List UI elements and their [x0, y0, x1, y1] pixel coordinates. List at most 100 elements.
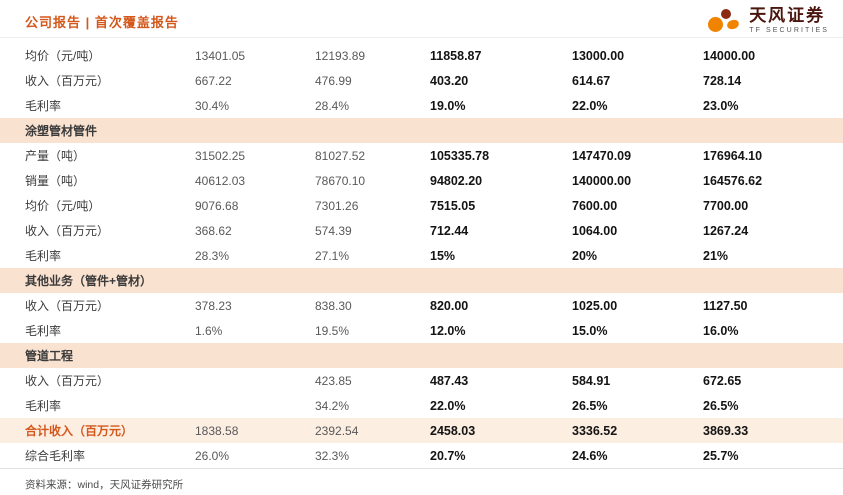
- forecast-value: 820.00: [430, 298, 469, 313]
- section-header-row: 其他业务（管件+管材）: [0, 268, 843, 293]
- row-label: 综合毛利率: [25, 449, 86, 463]
- forecast-value: 147470.09: [572, 148, 632, 163]
- forecast-value: 1025.00: [572, 298, 618, 313]
- forecast-value: 3336.52: [572, 423, 618, 438]
- source-note: 资料来源：wind，天风证券研究所: [25, 479, 184, 491]
- forecast-value: 614.67: [572, 73, 611, 88]
- tf-logo-icon: [706, 6, 742, 36]
- historical-value: 368.62: [195, 223, 232, 238]
- historical-value: 7301.26: [315, 198, 359, 213]
- forecast-value: 20.7%: [430, 448, 466, 463]
- historical-value: 78670.10: [315, 173, 366, 188]
- forecast-value: 26.5%: [703, 398, 739, 413]
- forecast-value: 403.20: [430, 73, 469, 88]
- forecast-value: 672.65: [703, 373, 742, 388]
- forecast-value: 487.43: [430, 373, 469, 388]
- row-label: 毛利率: [25, 324, 62, 338]
- forecast-value: 19.0%: [430, 98, 466, 113]
- historical-value: 26.0%: [195, 448, 230, 463]
- forecast-value: 15%: [430, 248, 456, 263]
- historical-value: 28.3%: [195, 248, 230, 263]
- row-label: 管道工程: [25, 349, 74, 363]
- logo-text: 天风证券 TF SECURITIES: [749, 7, 829, 34]
- forecast-value: 24.6%: [572, 448, 608, 463]
- row-label: 销量（吨）: [25, 174, 86, 188]
- historical-value: 13401.05: [195, 48, 246, 63]
- forecast-value: 25.7%: [703, 448, 739, 463]
- forecast-value: 1064.00: [572, 223, 618, 238]
- historical-value: 31502.25: [195, 148, 246, 163]
- report-type-breadcrumb: 公司报告 | 首次覆盖报告: [25, 15, 179, 30]
- historical-value: 27.1%: [315, 248, 350, 263]
- data-row: 综合毛利率 26.0% 32.3% 20.7% 24.6% 25.7%: [0, 443, 843, 468]
- forecast-value: 164576.62: [703, 173, 763, 188]
- historical-value: 1838.58: [195, 423, 239, 438]
- forecast-value: 105335.78: [430, 148, 490, 163]
- historical-value: 30.4%: [195, 98, 230, 113]
- row-label: 收入（百万元）: [25, 74, 110, 88]
- forecast-value: 22.0%: [430, 398, 466, 413]
- historical-value: 28.4%: [315, 98, 350, 113]
- forecast-value: 22.0%: [572, 98, 608, 113]
- data-row: 毛利率 34.2% 22.0% 26.5% 26.5%: [0, 393, 843, 418]
- historical-value: 81027.52: [315, 148, 366, 163]
- section-header-row: 管道工程: [0, 343, 843, 368]
- forecast-value: 16.0%: [703, 323, 739, 338]
- forecast-value: 728.14: [703, 73, 742, 88]
- historical-value: 574.39: [315, 223, 352, 238]
- historical-value: 40612.03: [195, 173, 246, 188]
- row-label: 收入（百万元）: [25, 224, 110, 238]
- row-label: 合计收入（百万元）: [25, 424, 134, 438]
- forecast-value: 15.0%: [572, 323, 608, 338]
- forecast-value: 7600.00: [572, 198, 618, 213]
- historical-value: 378.23: [195, 298, 232, 313]
- row-label: 涂塑管材管件: [25, 124, 98, 138]
- row-label: 收入（百万元）: [25, 299, 110, 313]
- historical-value: 476.99: [315, 73, 352, 88]
- forecast-value: 94802.20: [430, 173, 483, 188]
- row-label: 均价（元/吨）: [25, 49, 101, 63]
- historical-value: 19.5%: [315, 323, 350, 338]
- section-header-row: 涂塑管材管件: [0, 118, 843, 143]
- logo-dot-orange-large: [708, 17, 724, 32]
- forecast-value: 20%: [572, 248, 598, 263]
- row-label: 毛利率: [25, 399, 62, 413]
- report-header: 公司报告 | 首次覆盖报告 天风证券 TF SECURITIES: [0, 0, 843, 38]
- forecast-value: 21%: [703, 248, 729, 263]
- forecast-value: 12.0%: [430, 323, 466, 338]
- logo-name-en: TF SECURITIES: [749, 27, 829, 34]
- historical-value: 667.22: [195, 73, 232, 88]
- data-row: 毛利率 1.6% 19.5% 12.0% 15.0% 16.0%: [0, 318, 843, 343]
- historical-value: 32.3%: [315, 448, 350, 463]
- data-row: 毛利率 28.3% 27.1% 15% 20% 21%: [0, 243, 843, 268]
- historical-value: 9076.68: [195, 198, 239, 213]
- forecast-value: 14000.00: [703, 48, 756, 63]
- historical-value: 34.2%: [315, 398, 350, 413]
- data-row: 销量（吨） 40612.03 78670.10 94802.20 140000.00 16…: [0, 168, 843, 193]
- forecast-value: 23.0%: [703, 98, 739, 113]
- data-row: 均价（元/吨） 13401.05 12193.89 11858.87 13000.00 1…: [0, 43, 843, 68]
- row-label: 产量（吨）: [25, 149, 86, 163]
- historical-value: 1.6%: [195, 323, 223, 338]
- historical-value: 838.30: [315, 298, 352, 313]
- forecast-value: 7700.00: [703, 198, 749, 213]
- logo-dot-dark-red: [721, 9, 732, 19]
- data-row: 收入（百万元） 368.62 574.39 712.44 1064.00 1267.24: [0, 218, 843, 243]
- row-label: 毛利率: [25, 99, 62, 113]
- data-row: 产量（吨） 31502.25 81027.52 105335.78 147470.09 1…: [0, 143, 843, 168]
- logo-name-cn: 天风证券: [749, 6, 826, 26]
- data-row: 收入（百万元） 667.22 476.99 403.20 614.67 728.14: [0, 68, 843, 93]
- forecast-value: 176964.10: [703, 148, 763, 163]
- financial-forecast-table: 均价（元/吨） 13401.05 12193.89 11858.87 13000.00 1…: [0, 43, 843, 469]
- forecast-value: 140000.00: [572, 173, 632, 188]
- historical-value: 423.85: [315, 373, 352, 388]
- forecast-value: 11858.87: [430, 48, 482, 63]
- forecast-value: 1127.50: [703, 298, 748, 313]
- data-row: 收入（百万元） 423.85 487.43 584.91 672.65: [0, 368, 843, 393]
- forecast-value: 3869.33: [703, 423, 749, 438]
- total-row: 合计收入（百万元） 1838.58 2392.54 2458.03 3336.52 386…: [0, 418, 843, 443]
- logo-dot-orange-small: [726, 18, 741, 31]
- forecast-value: 13000.00: [572, 48, 625, 63]
- forecast-value: 712.44: [430, 223, 469, 238]
- forecast-value: 584.91: [572, 373, 611, 388]
